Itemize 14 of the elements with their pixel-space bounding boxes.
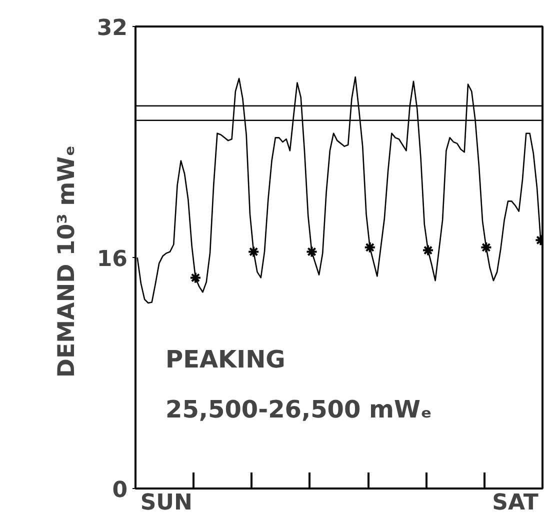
y-tick-label: 32 <box>96 16 128 41</box>
point <box>364 241 376 254</box>
point <box>480 241 492 254</box>
point <box>306 246 318 258</box>
point <box>422 244 434 256</box>
y-tick-label: 0 <box>112 478 128 503</box>
annotation: PEAKING <box>166 346 286 374</box>
x-tick-label: SUN <box>140 490 192 516</box>
annotation: 25,500-26,500 mWₑ <box>166 396 432 424</box>
y-axis-title: DEMAND 10³ mWₑ <box>54 145 80 378</box>
y-tick-label: 16 <box>96 247 128 272</box>
point <box>248 246 260 258</box>
point <box>189 272 202 284</box>
x-tick-label: SAT <box>492 490 538 516</box>
